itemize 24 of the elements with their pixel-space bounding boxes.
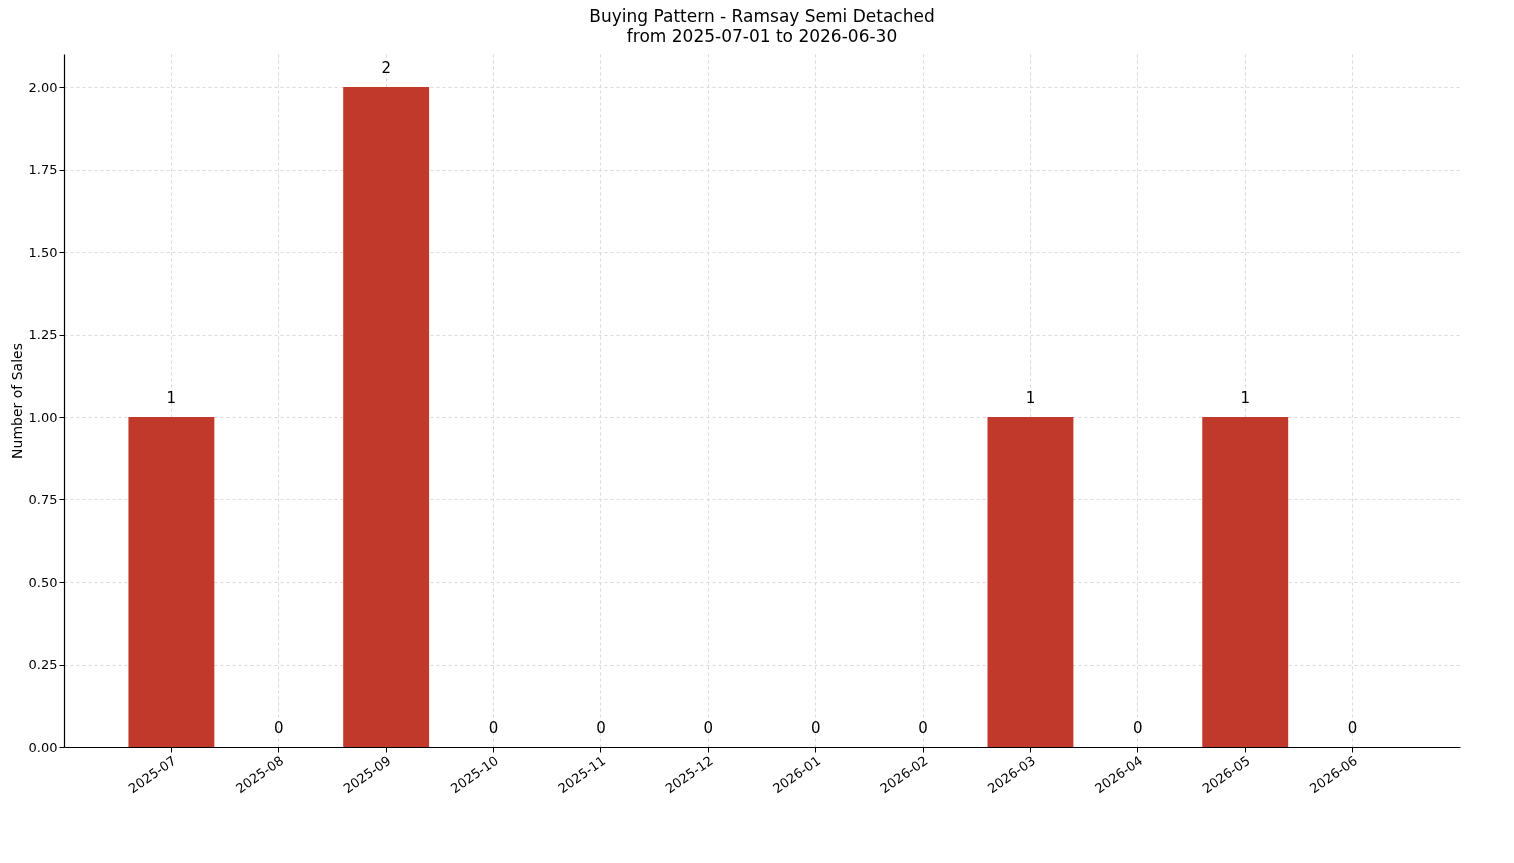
data-label: 0 xyxy=(918,719,928,737)
y-tick-label: 1.00 xyxy=(28,409,58,425)
y-tick-label: 1.50 xyxy=(28,244,58,260)
data-label: 0 xyxy=(596,719,606,737)
y-axis-title: Number of Sales xyxy=(8,343,25,459)
data-label: 0 xyxy=(1347,719,1358,737)
data-label: 1 xyxy=(1025,389,1036,407)
data-label: 0 xyxy=(274,719,284,737)
y-tick-label: 2.00 xyxy=(28,79,58,95)
y-tick-label: 1.25 xyxy=(28,327,58,342)
y-tick-label: 0.00 xyxy=(28,739,58,755)
data-label: 0 xyxy=(810,719,821,737)
y-tick-label: 0.25 xyxy=(28,657,58,672)
data-label: 2 xyxy=(381,59,391,77)
data-label: 0 xyxy=(488,719,499,737)
y-tick-label: 1.75 xyxy=(28,162,58,177)
chart-subtitle: from 2025-07-01 to 2026-06-30 xyxy=(626,26,898,46)
data-label: 1 xyxy=(166,389,177,407)
y-tick-label: 0.75 xyxy=(28,492,58,507)
chart-title: Buying Pattern - Ramsay Semi Detached xyxy=(589,6,935,26)
data-label: 1 xyxy=(1240,389,1250,407)
data-label: 0 xyxy=(703,719,714,737)
y-tick-label: 0.50 xyxy=(28,574,58,590)
data-label: 0 xyxy=(1133,719,1143,737)
